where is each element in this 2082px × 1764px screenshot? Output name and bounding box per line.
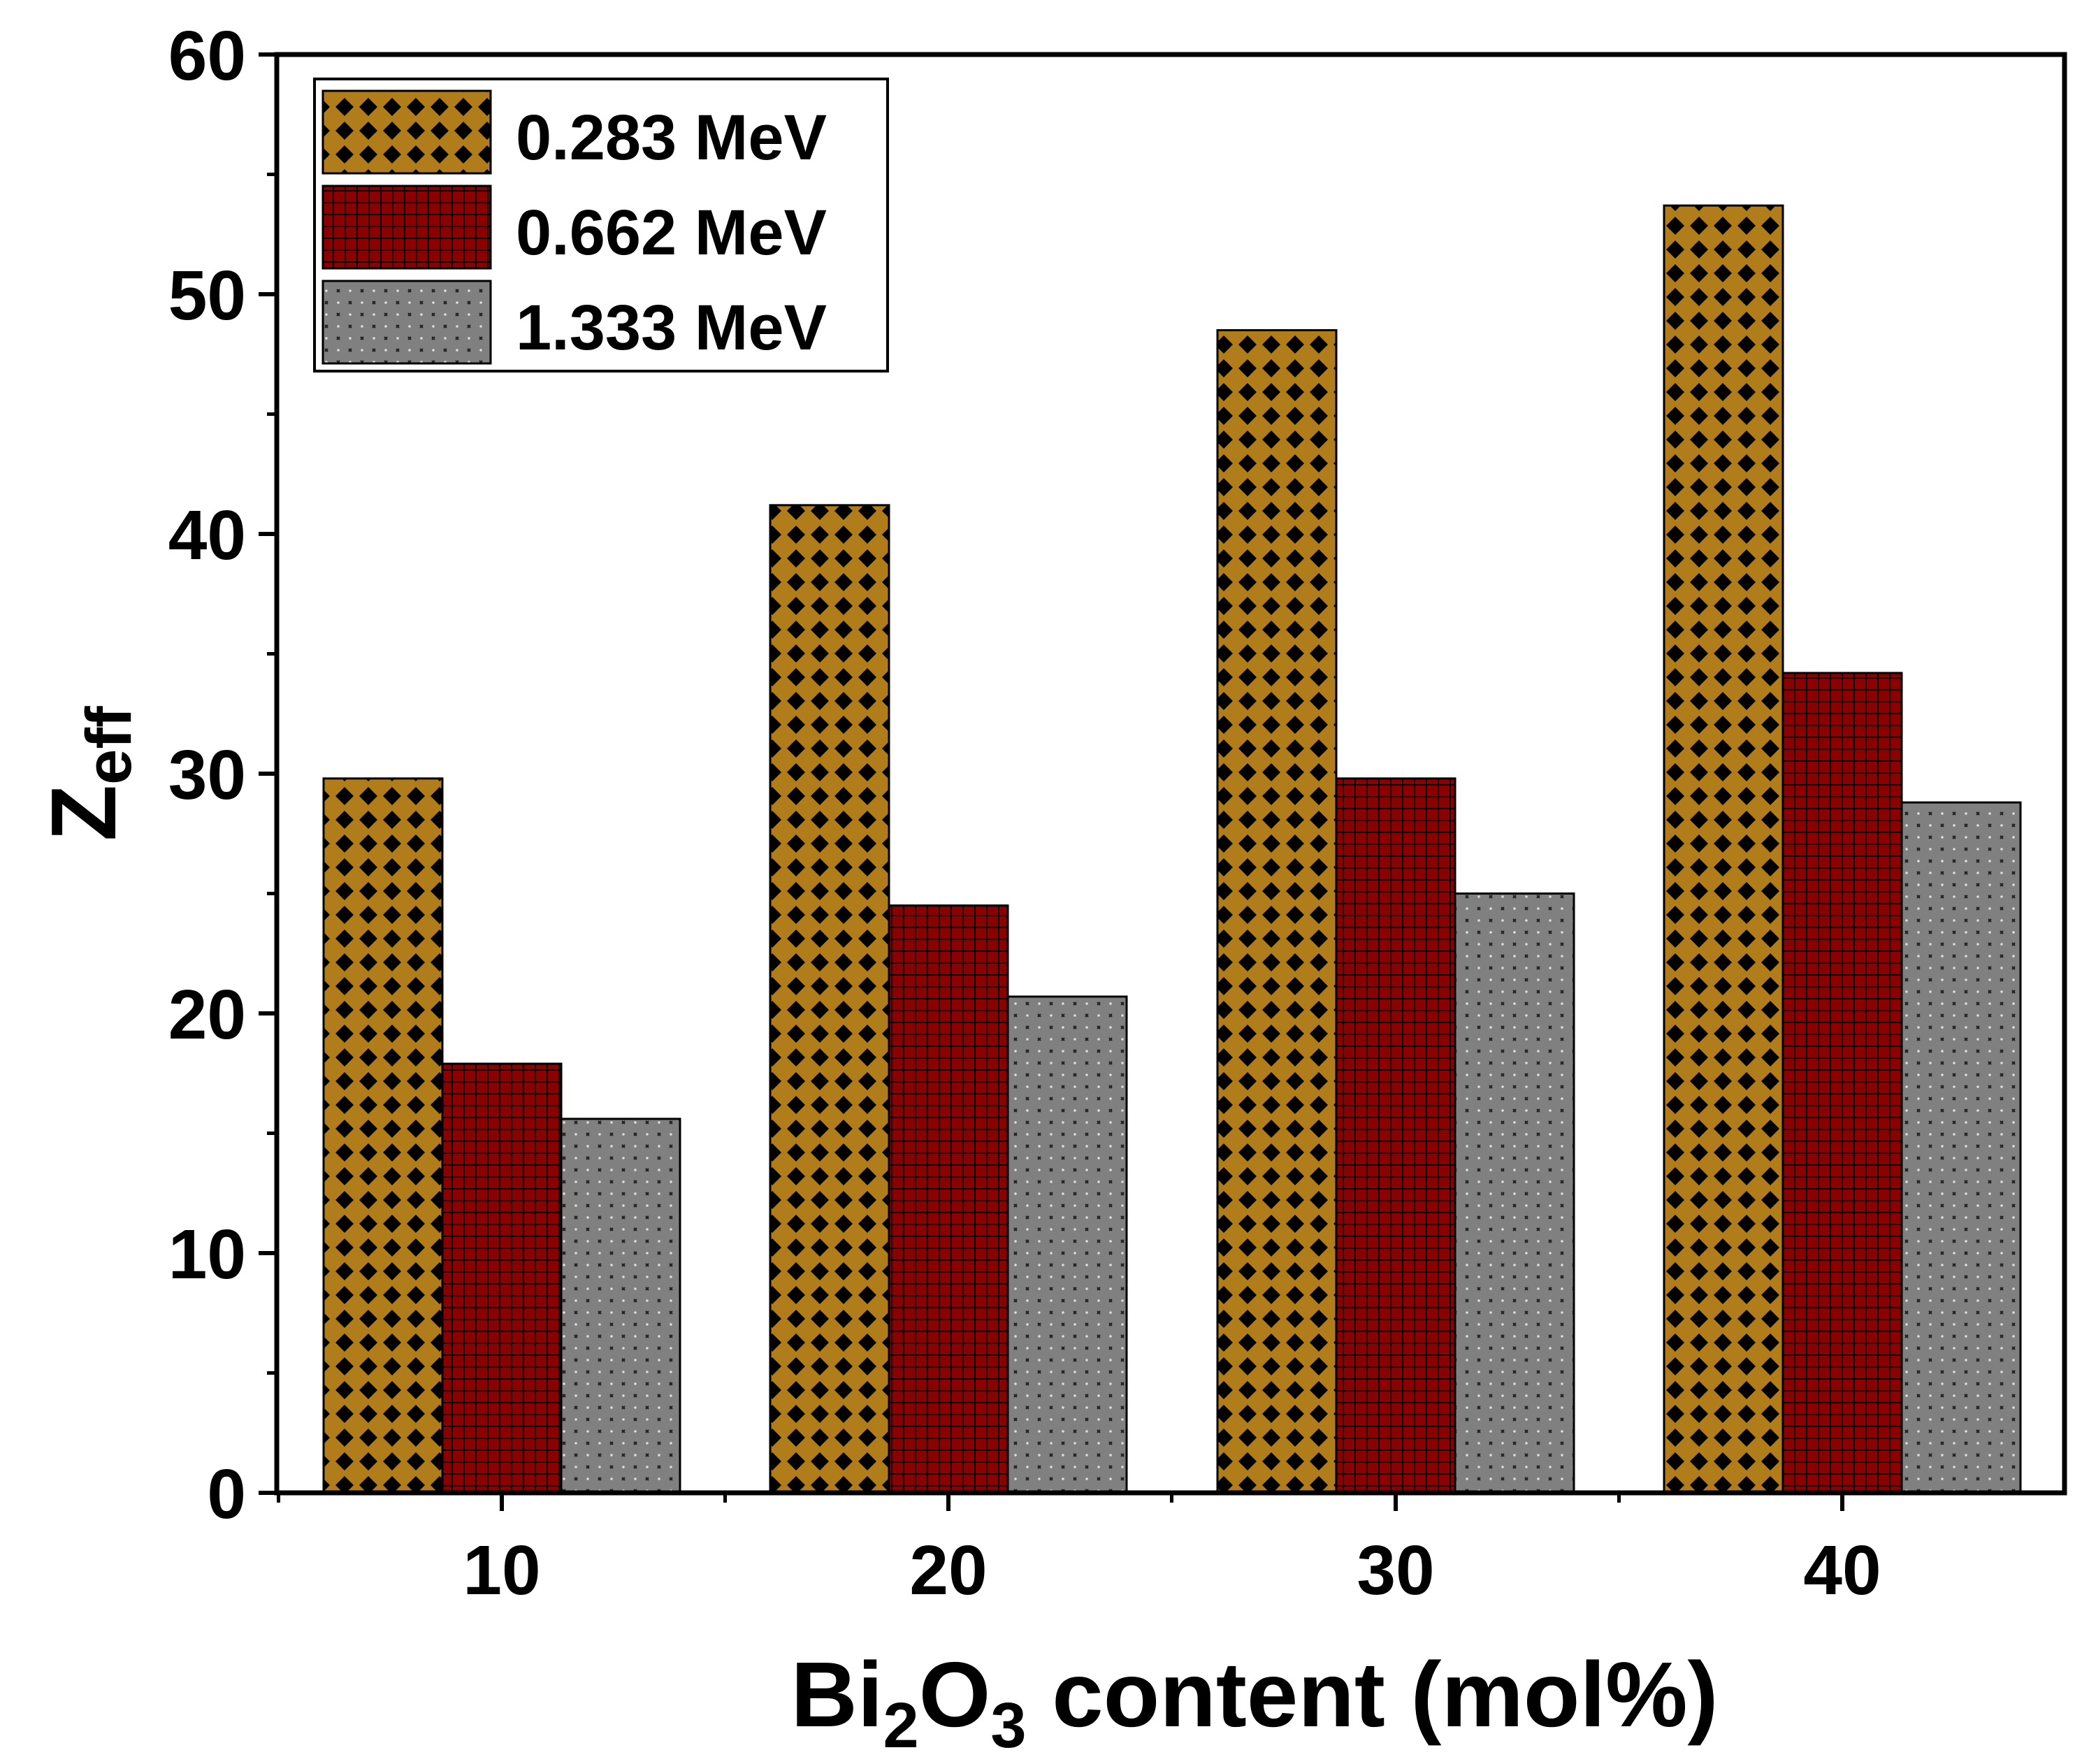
bar-0662mev-30 — [1335, 777, 1456, 1494]
x-tick-label-40: 40 — [1803, 1531, 1881, 1610]
y-tick-label-10: 10 — [168, 1215, 246, 1294]
y-tick-label-60: 60 — [168, 17, 246, 95]
y-axis-title-sub: eff — [73, 706, 145, 785]
legend-swatch-0283 — [321, 89, 492, 175]
x-axis-title-mid: O — [919, 1643, 991, 1746]
legend-swatch-1333 — [321, 280, 492, 365]
legend-label-0662: 0.662 MeV — [516, 197, 827, 268]
y-tick-label-0: 0 — [207, 1455, 246, 1533]
bar-0283mev-40 — [1663, 204, 1784, 1494]
bar-1333mev-30 — [1454, 892, 1575, 1494]
legend-swatch-0662 — [321, 185, 492, 270]
legend: 0.283 MeV 0.662 MeV 1.333 MeV — [313, 78, 889, 373]
y-axis-title-main: Z — [32, 785, 135, 841]
bar-0283mev-10 — [322, 777, 444, 1494]
bar-0283mev-20 — [769, 504, 890, 1494]
bar-0662mev-20 — [888, 904, 1009, 1494]
y-tick-label-40: 40 — [168, 496, 246, 574]
x-axis-title-sub2: 3 — [990, 1690, 1026, 1761]
y-tick-label-30: 30 — [168, 736, 246, 814]
x-tick-label-20: 20 — [909, 1531, 987, 1610]
bars-group — [322, 204, 2022, 1494]
bar-0283mev-30 — [1216, 328, 1338, 1494]
bar-1333mev-10 — [560, 1118, 681, 1494]
x-tick-label-10: 10 — [463, 1531, 540, 1610]
y-axis: 0 10 20 30 40 50 60 — [168, 17, 277, 1533]
y-tick-label-50: 50 — [168, 256, 246, 335]
x-axis: 10 20 30 40 — [277, 1493, 1881, 1610]
x-axis-title-pre: Bi — [791, 1643, 883, 1746]
legend-label-0283: 0.283 MeV — [516, 102, 827, 173]
x-tick-label-30: 30 — [1357, 1531, 1434, 1610]
bar-1333mev-20 — [1006, 995, 1128, 1494]
y-tick-label-20: 20 — [168, 976, 246, 1054]
bar-0662mev-40 — [1781, 672, 1903, 1494]
x-axis-title: Bi2O3 content (mol%) — [791, 1643, 1719, 1761]
y-axis-title: Zeff — [32, 706, 145, 841]
legend-label-1333: 1.333 MeV — [516, 292, 827, 363]
x-axis-title-post: content (mol%) — [1027, 1643, 1719, 1746]
x-axis-title-sub1: 2 — [883, 1690, 919, 1761]
bar-0662mev-10 — [441, 1062, 563, 1494]
bar-1333mev-40 — [1900, 801, 2022, 1494]
